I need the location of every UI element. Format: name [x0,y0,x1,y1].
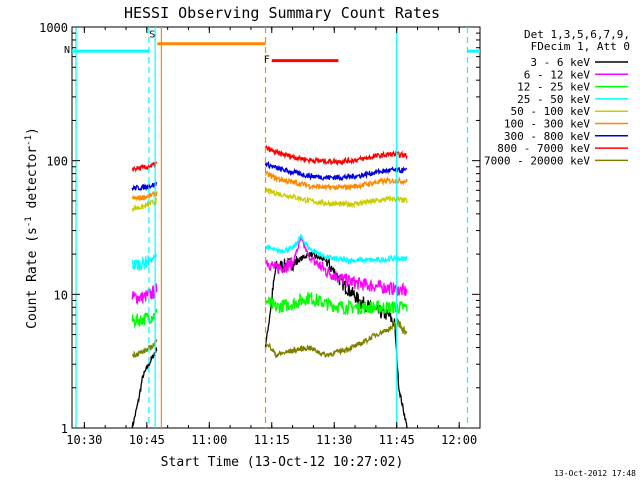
plot-area: N S F [64,26,481,429]
y-axis-label: Count Rate (s-1 detector-1) [24,127,40,329]
y-tick-label-2: 100 [46,155,68,169]
series-line-8-segment-0 [131,339,158,358]
y-tick-label-0: 1 [61,422,68,436]
series-line-2-segment-0 [131,308,158,329]
flag-label-N: N [64,45,70,56]
x-tick-label-3: 11:15 [254,433,290,447]
flag-label-S: S [149,30,155,41]
legend: Det 1,3,5,6,7,9,FDecim 1, Att 0 3 - 6 keV… [484,28,630,167]
legend-label-2: 12 - 25 keV [517,81,590,94]
y-axis-label-sup2: -1 [24,135,34,146]
series-line-6-segment-1 [264,160,408,182]
x-tick-label-0: 10:30 [66,433,102,447]
y-tick-label-1: 10 [54,288,68,302]
y-axis-label-main: Count Rate (s [25,227,40,329]
series-line-5-segment-0 [131,190,158,202]
legend-label-5: 100 - 300 keV [504,118,590,131]
legend-header-1: FDecim 1, Att 0 [531,40,630,53]
y-axis-label-detector: detector [25,146,40,217]
plot-frame [71,26,481,429]
flag-label-F: F [264,55,270,66]
legend-label-8: 7000 - 20000 keV [484,154,590,167]
series-line-7-segment-1 [264,144,408,167]
legend-label-7: 800 - 7000 keV [497,142,590,155]
legend-label-6: 300 - 800 keV [504,130,590,143]
series-line-2-segment-1 [264,291,408,317]
chart-title: HESSI Observing Summary Count Rates [124,4,440,22]
x-tick-label-1: 10:45 [129,433,165,447]
timestamp: 13-Oct-2012 17:48 [554,469,636,478]
legend-label-0: 3 - 6 keV [530,56,590,69]
y-tick-label-3: 1000 [39,21,68,35]
axis-ticks: 10:30 10:45 11:00 11:15 11:30 11:45 12:00 1 10 10… [39,21,481,447]
svg-text:Count Rate (s-1 detector-1): Count Rate (s-1 detector-1) [24,127,40,329]
series-line-1-segment-1 [264,234,408,297]
series-line-1-segment-0 [131,283,158,306]
x-tick-label-5: 11:45 [379,433,415,447]
x-tick-label-4: 11:30 [316,433,352,447]
y-axis-label-sup: -1 [24,216,34,227]
series-line-7-segment-0 [131,161,158,173]
x-axis-label: Start Time (13-Oct-12 10:27:02) [161,455,404,470]
series-line-3-segment-0 [131,252,158,271]
legend-label-4: 50 - 100 keV [511,105,591,118]
series-line-8-segment-1 [264,318,408,359]
series-line-6-segment-0 [131,181,158,192]
legend-label-3: 25 - 50 keV [517,93,590,106]
x-tick-label-2: 11:00 [191,433,227,447]
series-line-4-segment-1 [265,187,408,209]
legend-header-0: Det 1,3,5,6,7,9, [524,28,630,41]
y-axis-label-close: ) [25,127,40,135]
series-line-4-segment-0 [131,197,158,213]
x-tick-label-6: 12:00 [441,433,477,447]
series-line-0-segment-0 [131,347,158,429]
series-line-5-segment-1 [264,170,408,192]
legend-label-1: 6 - 12 keV [524,68,591,81]
series-line-3-segment-1 [264,233,408,265]
